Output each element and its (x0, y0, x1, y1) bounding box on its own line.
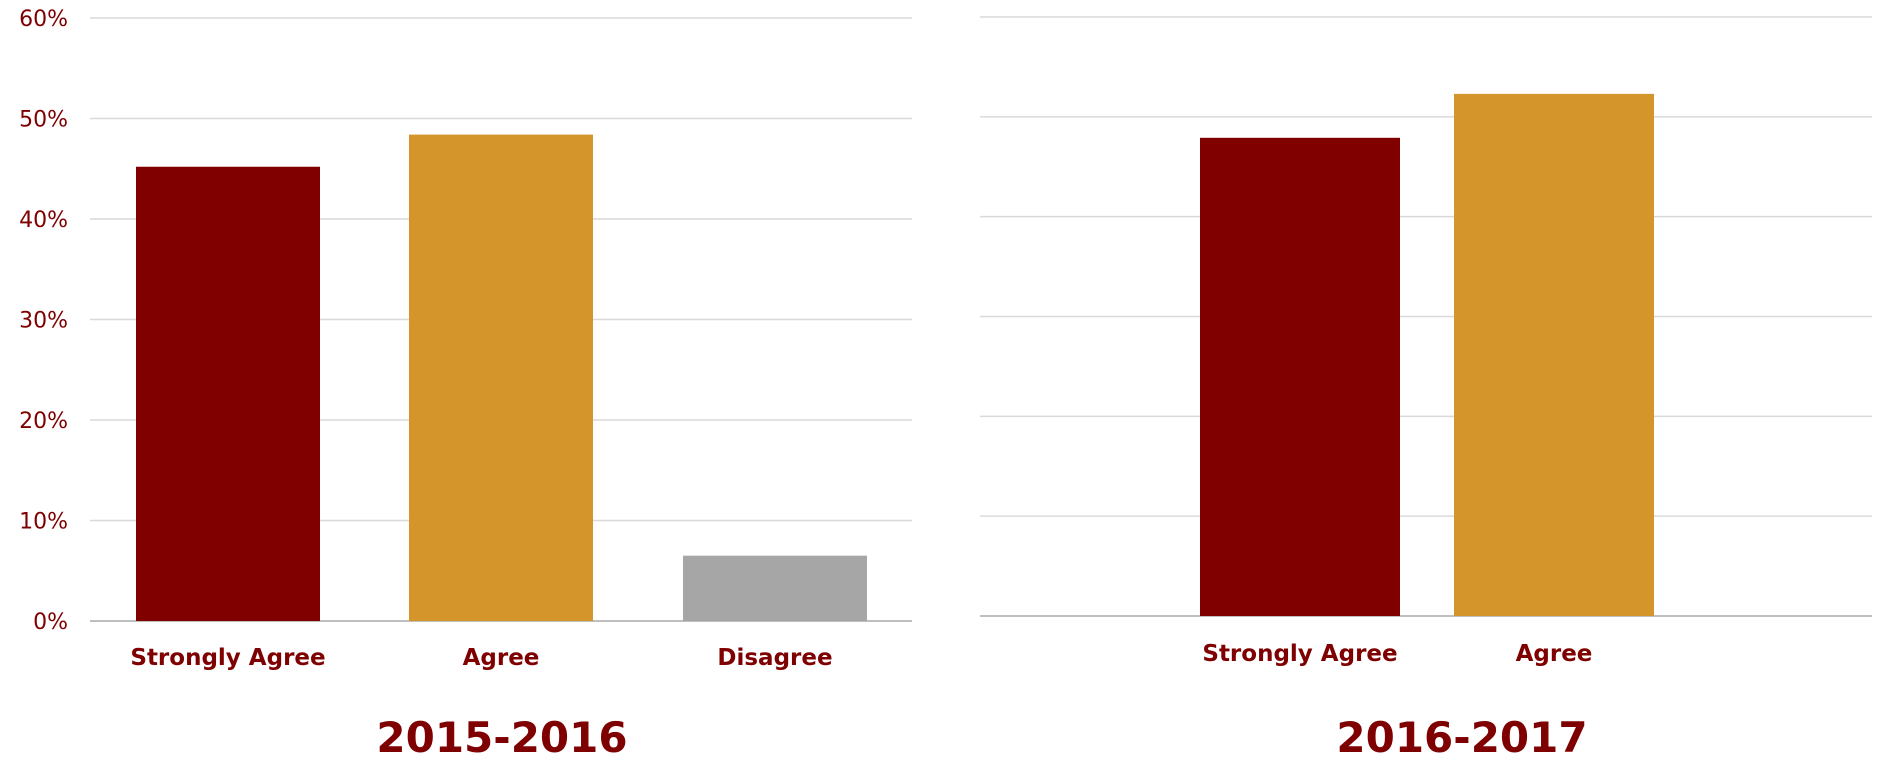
chart-2016-2017: Strongly Agree Agree 2016-2017 (980, 16, 1872, 762)
bar-strongly-agree (136, 166, 320, 622)
x-category-label: Agree (1516, 641, 1593, 667)
chart-2015-2016: 0% 10% 20% 30% 40% 50% 60% Strongly Agree Agree D… (19, 7, 912, 762)
bar-strongly-agree (1200, 137, 1400, 616)
bar-agree (409, 134, 593, 621)
x-category-label: Agree (463, 645, 540, 671)
x-category-label: Strongly Agree (130, 645, 325, 671)
bar-agree (1454, 93, 1654, 617)
chart-title: 2016-2017 (1336, 713, 1587, 762)
y-tick-label: 30% (19, 309, 68, 334)
y-tick-label: 0% (33, 610, 68, 635)
y-tick-label: 40% (19, 208, 68, 233)
chart-title: 2015-2016 (376, 713, 627, 762)
y-tick-label: 10% (19, 510, 68, 535)
x-category-label: Disagree (717, 645, 832, 671)
y-tick-label: 60% (19, 7, 68, 32)
x-category-label: Strongly Agree (1202, 641, 1397, 667)
y-tick-label: 20% (19, 409, 68, 434)
y-tick-label: 50% (19, 108, 68, 133)
bar-disagree (683, 555, 867, 621)
